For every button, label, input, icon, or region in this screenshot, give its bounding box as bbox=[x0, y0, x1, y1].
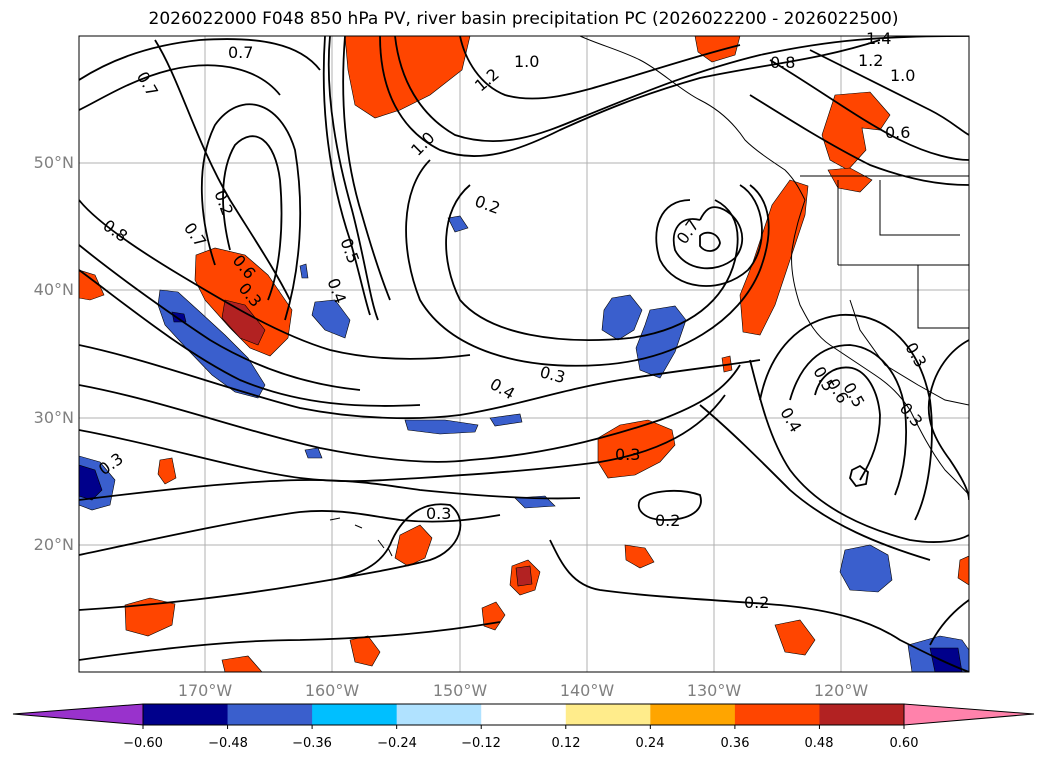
colorbar-segment bbox=[650, 704, 736, 725]
colorbar-tick-label: −0.48 bbox=[208, 736, 248, 751]
contour-label: 0.2 bbox=[744, 593, 769, 612]
contour-label-group: 0.7 0.7 1.4 1.2 1.0 1.2 1.0 0.8 0.6 1.0 … bbox=[95, 29, 931, 612]
pv-contours bbox=[79, 36, 969, 672]
contour-label: 1.0 bbox=[890, 66, 915, 85]
colorbar-segment bbox=[565, 704, 651, 725]
lon-label: 130°W bbox=[686, 681, 742, 700]
colorbar-segment bbox=[143, 704, 229, 725]
colorbar-segment bbox=[227, 704, 313, 725]
colorbar-tick-label: −0.36 bbox=[292, 736, 332, 751]
lon-label: 170°W bbox=[177, 681, 233, 700]
colorbar-segment bbox=[481, 704, 567, 725]
colorbar-segments bbox=[143, 704, 905, 725]
precip-negative bbox=[79, 215, 969, 672]
contour-label: 0.8 bbox=[770, 53, 795, 72]
map-title: 2026022000 F048 850 hPa PV, river basin … bbox=[148, 9, 899, 29]
contour-label: 0.7 bbox=[228, 43, 253, 62]
precip-positive bbox=[79, 36, 969, 672]
contour-label: 0.6 bbox=[885, 123, 910, 142]
lon-label: 120°W bbox=[813, 681, 869, 700]
colorbar-tick-label: −0.24 bbox=[377, 736, 417, 751]
map-frame bbox=[78, 35, 970, 673]
colorbar-tick-label: 0.60 bbox=[889, 736, 919, 751]
lon-label: 160°W bbox=[304, 681, 360, 700]
lat-label: 50°N bbox=[33, 153, 74, 172]
colorbar-extend-low bbox=[12, 703, 144, 726]
lat-label: 40°N bbox=[33, 280, 74, 299]
lat-label: 20°N bbox=[33, 535, 74, 554]
colorbar-segment bbox=[819, 704, 905, 725]
contour-label: 1.2 bbox=[858, 51, 883, 70]
colorbar-tick-label: 0.12 bbox=[551, 736, 581, 751]
map-content bbox=[79, 36, 969, 672]
colorbar-segment bbox=[396, 704, 482, 725]
colorbar-tick-label: 0.24 bbox=[635, 736, 665, 751]
coastlines bbox=[329, 36, 969, 557]
colorbar-tick-label: −0.60 bbox=[123, 736, 163, 751]
contour-label: 0.2 bbox=[655, 511, 680, 530]
lon-label: 150°W bbox=[432, 681, 488, 700]
contour-label: 1.0 bbox=[514, 52, 539, 71]
colorbar-extend-high bbox=[903, 703, 1035, 726]
colorbar-outline bbox=[142, 703, 905, 726]
lat-label: 30°N bbox=[33, 408, 74, 427]
lon-label: 140°W bbox=[559, 681, 615, 700]
contour-label: 0.3 bbox=[615, 445, 640, 464]
contour-label: 0.3 bbox=[426, 504, 451, 523]
contour-label: 1.4 bbox=[866, 29, 891, 48]
colorbar-segment bbox=[734, 704, 820, 725]
colorbar-tick-label: 0.36 bbox=[720, 736, 750, 751]
colorbar-tick-label: 0.48 bbox=[804, 736, 834, 751]
colorbar-tick-label: −0.12 bbox=[461, 736, 501, 751]
colorbar-tick-marks bbox=[142, 725, 905, 729]
colorbar-segment bbox=[312, 704, 398, 725]
colorbar bbox=[12, 703, 1035, 729]
